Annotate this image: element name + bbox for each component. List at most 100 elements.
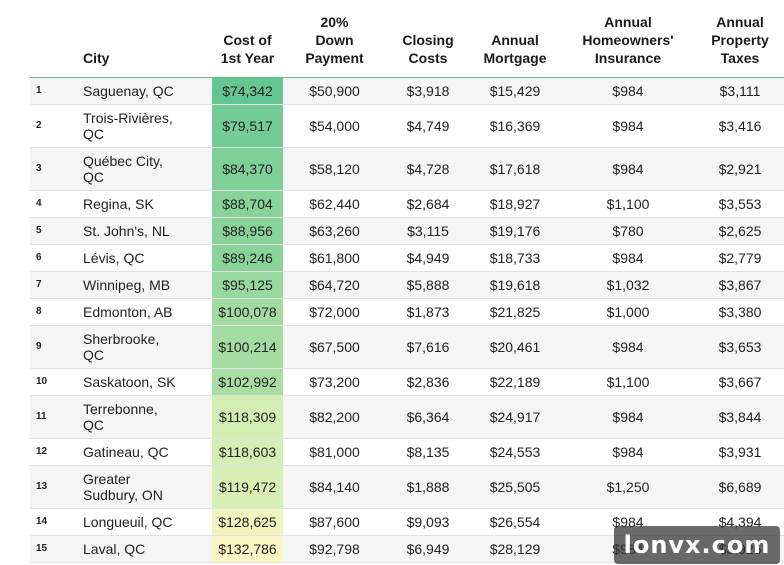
property-taxes-cell: $3,931 <box>696 438 784 466</box>
property-taxes-cell: $3,380 <box>696 298 784 326</box>
cost-first-year-cell: $88,704 <box>212 190 283 218</box>
city-cell: Saguenay, QC <box>76 77 212 105</box>
down-payment-cell: $63,260 <box>283 217 386 245</box>
table-row: 14 Longueuil, QC $128,625 $87,600 $9,093 $26,… <box>30 508 784 536</box>
closing-costs-cell: $4,749 <box>386 104 470 148</box>
cost-comparison-table: City Cost of 1st Year 20% Down Payment C… <box>30 0 784 563</box>
closing-costs-cell: $5,888 <box>386 271 470 299</box>
closing-costs-cell: $3,115 <box>386 217 470 245</box>
cost-first-year-cell: $100,078 <box>212 298 283 326</box>
homeowners-insurance-cell: $984 <box>560 438 696 466</box>
down-payment-cell: $81,000 <box>283 438 386 466</box>
rank-cell: 2 <box>30 104 76 148</box>
table-row: 7 Winnipeg, MB $95,125 $64,720 $5,888 $19,618… <box>30 271 784 299</box>
annual-mortgage-cell: $19,176 <box>470 217 560 245</box>
table-row: 10 Saskatoon, SK $102,992 $73,200 $2,836 $22,… <box>30 368 784 396</box>
rank-cell: 8 <box>30 298 76 326</box>
table-row: 2 Trois-Rivières, QC $79,517 $54,000 $4,749 $… <box>30 104 784 148</box>
rank-cell: 15 <box>30 535 76 563</box>
homeowners-insurance-cell: $780 <box>560 217 696 245</box>
homeowners-insurance-cell: $1,032 <box>560 271 696 299</box>
property-taxes-cell: $6,689 <box>696 465 784 509</box>
property-taxes-cell: $3,653 <box>696 325 784 369</box>
rank-cell: 4 <box>30 190 76 218</box>
property-taxes-cell: $3,667 <box>696 368 784 396</box>
annual-mortgage-cell: $22,189 <box>470 368 560 396</box>
header-annual-mortgage[interactable]: Annual Mortgage <box>470 0 560 78</box>
cost-first-year-cell: $119,472 <box>212 465 283 509</box>
homeowners-insurance-cell: $1,100 <box>560 190 696 218</box>
property-taxes-cell: $3,553 <box>696 190 784 218</box>
rank-cell: 10 <box>30 368 76 396</box>
property-taxes-cell: $3,844 <box>696 395 784 439</box>
header-down-payment[interactable]: 20% Down Payment <box>283 0 386 78</box>
cost-first-year-cell: $128,625 <box>212 508 283 536</box>
rank-cell: 1 <box>30 77 76 105</box>
city-cell: Terrebonne, QC <box>76 395 212 439</box>
table-row: 9 Sherbrooke, QC $100,214 $67,500 $7,616 $20,… <box>30 325 784 369</box>
homeowners-insurance-cell: $984 <box>560 244 696 272</box>
down-payment-cell: $67,500 <box>283 325 386 369</box>
closing-costs-cell: $6,949 <box>386 535 470 563</box>
header-closing-costs[interactable]: Closing Costs <box>386 0 470 78</box>
city-cell: Regina, SK <box>76 190 212 218</box>
annual-mortgage-cell: $24,553 <box>470 438 560 466</box>
closing-costs-cell: $3,918 <box>386 77 470 105</box>
table-header: City Cost of 1st Year 20% Down Payment C… <box>30 0 784 78</box>
header-cost-first-year[interactable]: Cost of 1st Year <box>212 0 283 78</box>
homeowners-insurance-cell: $984 <box>560 147 696 191</box>
header-property-taxes[interactable]: Annual Property Taxes <box>696 0 784 78</box>
rank-cell: 12 <box>30 438 76 466</box>
cost-first-year-cell: $89,246 <box>212 244 283 272</box>
city-cell: Winnipeg, MB <box>76 271 212 299</box>
annual-mortgage-cell: $25,505 <box>470 465 560 509</box>
annual-mortgage-cell: $19,618 <box>470 271 560 299</box>
down-payment-cell: $58,120 <box>283 147 386 191</box>
down-payment-cell: $84,140 <box>283 465 386 509</box>
cost-first-year-cell: $88,956 <box>212 217 283 245</box>
header-rank <box>30 0 76 78</box>
table-row: 3 Québec City, QC $84,370 $58,120 $4,728 $17,… <box>30 147 784 191</box>
property-taxes-cell: $3,867 <box>696 271 784 299</box>
down-payment-cell: $73,200 <box>283 368 386 396</box>
header-row: City Cost of 1st Year 20% Down Payment C… <box>30 0 784 78</box>
annual-mortgage-cell: $18,733 <box>470 244 560 272</box>
table-body: 1 Saguenay, QC $74,342 $50,900 $3,918 $15,429… <box>30 77 784 563</box>
city-cell: Saskatoon, SK <box>76 368 212 396</box>
closing-costs-cell: $1,873 <box>386 298 470 326</box>
down-payment-cell: $61,800 <box>283 244 386 272</box>
table-row: 11 Terrebonne, QC $118,309 $82,200 $6,364 $24… <box>30 395 784 439</box>
annual-mortgage-cell: $15,429 <box>470 77 560 105</box>
closing-costs-cell: $6,364 <box>386 395 470 439</box>
down-payment-cell: $62,440 <box>283 190 386 218</box>
annual-mortgage-cell: $26,554 <box>470 508 560 536</box>
annual-mortgage-cell: $16,369 <box>470 104 560 148</box>
city-cell: Laval, QC <box>76 535 212 563</box>
header-homeowners-insurance[interactable]: Annual Homeowners' Insurance <box>560 0 696 78</box>
table-row: 4 Regina, SK $88,704 $62,440 $2,684 $18,927 $1… <box>30 190 784 218</box>
annual-mortgage-cell: $20,461 <box>470 325 560 369</box>
cost-first-year-cell: $100,214 <box>212 325 283 369</box>
header-city[interactable]: City <box>76 0 212 78</box>
cost-first-year-cell: $118,603 <box>212 438 283 466</box>
property-taxes-cell: $2,625 <box>696 217 784 245</box>
annual-mortgage-cell: $24,917 <box>470 395 560 439</box>
down-payment-cell: $82,200 <box>283 395 386 439</box>
city-cell: St. John's, NL <box>76 217 212 245</box>
homeowners-insurance-cell: $984 <box>560 77 696 105</box>
down-payment-cell: $54,000 <box>283 104 386 148</box>
table-row: 6 Lévis, QC $89,246 $61,800 $4,949 $18,733 $98… <box>30 244 784 272</box>
rank-cell: 3 <box>30 147 76 191</box>
closing-costs-cell: $1,888 <box>386 465 470 509</box>
closing-costs-cell: $8,135 <box>386 438 470 466</box>
property-taxes-cell: $2,779 <box>696 244 784 272</box>
city-cell: Edmonton, AB <box>76 298 212 326</box>
cost-first-year-cell: $84,370 <box>212 147 283 191</box>
city-cell: Gatineau, QC <box>76 438 212 466</box>
annual-mortgage-cell: $21,825 <box>470 298 560 326</box>
annual-mortgage-cell: $18,927 <box>470 190 560 218</box>
cost-first-year-cell: $132,786 <box>212 535 283 563</box>
homeowners-insurance-cell: $984 <box>560 104 696 148</box>
rank-cell: 9 <box>30 325 76 369</box>
table-row: 12 Gatineau, QC $118,603 $81,000 $8,135 $24,5… <box>30 438 784 466</box>
